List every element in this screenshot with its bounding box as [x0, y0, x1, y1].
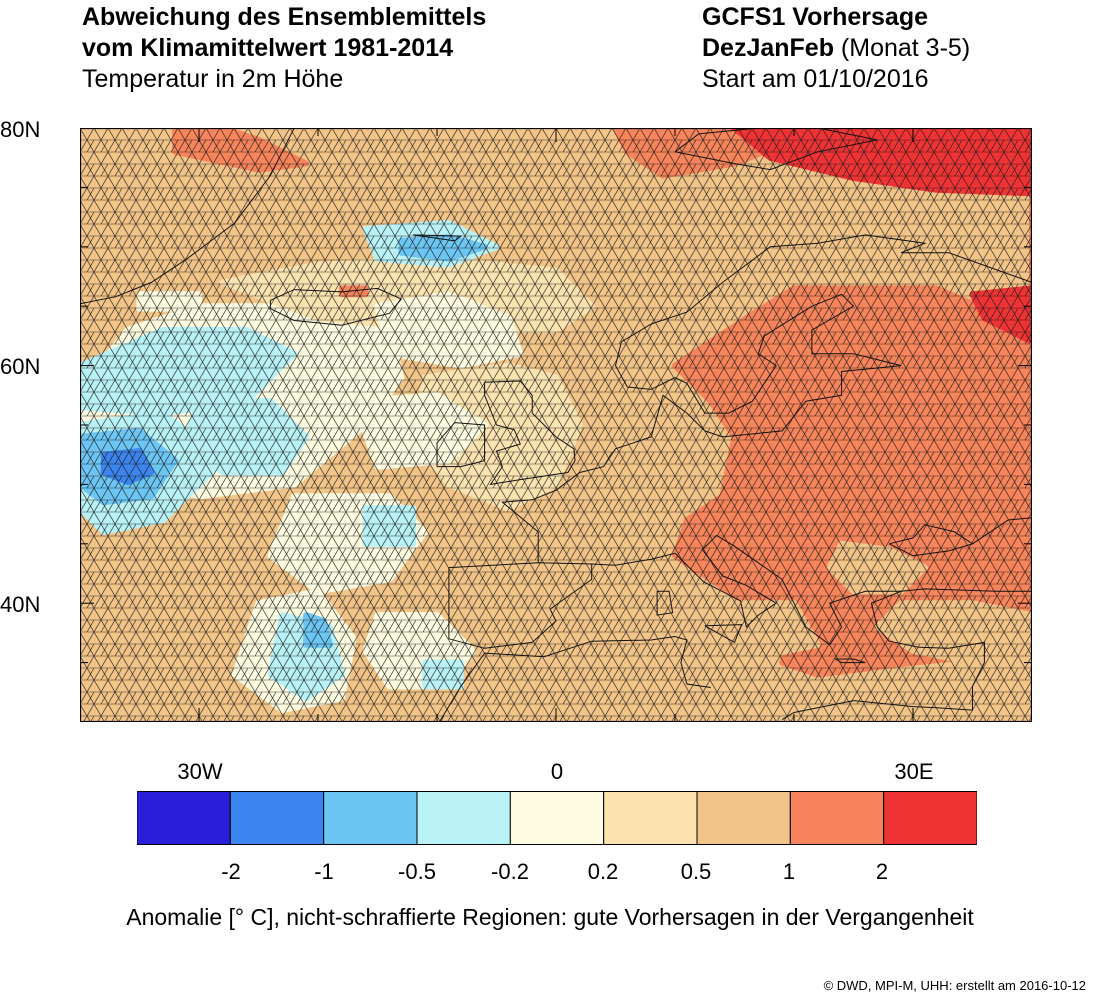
coastline — [888, 524, 974, 557]
colorbar-label: -1 — [314, 859, 334, 884]
coastline — [704, 624, 743, 644]
coastline — [484, 380, 576, 486]
forecast-start: Start am 01/10/2016 — [702, 65, 929, 93]
colorbar — [137, 791, 977, 845]
coastline — [438, 635, 711, 722]
forecast-title: GCFS1 Vorhersage — [702, 3, 929, 31]
forecast-season: DezJanFeb (Monat 3-5) — [702, 33, 970, 64]
colorbar-label: 0.2 — [587, 859, 619, 884]
colorbar-swatch — [137, 791, 231, 845]
colorbar-swatch — [323, 791, 418, 845]
title-right: GCFS1 Vorhersage DezJanFeb (Monat 3-5) S… — [702, 2, 970, 95]
coastline — [448, 562, 593, 649]
map-frame — [80, 128, 1032, 722]
lat-label-80n: 80N — [0, 117, 41, 142]
coastline — [501, 234, 1032, 563]
colorbar-label: -0.2 — [491, 859, 529, 884]
colorbar-swatch — [603, 791, 698, 845]
colorbar-label: 2 — [875, 859, 889, 884]
title-left: Abweichung des Ensemblemittels vom Klima… — [82, 2, 486, 95]
coastline — [269, 287, 403, 326]
coastline — [80, 128, 295, 305]
copyright-credit: © DWD, MPI-M, UHH: erstellt am 2016-10-1… — [823, 978, 1086, 993]
anomaly-map — [80, 128, 1032, 722]
axis-ticks — [80, 128, 1032, 722]
colorbar-swatch — [883, 791, 977, 845]
forecast-season-name: DezJanFeb — [702, 34, 834, 62]
title-line-1: Abweichung des Ensemblemittels — [82, 3, 487, 31]
hatching-overlay — [80, 128, 1032, 722]
coastline — [591, 534, 902, 646]
colorbar-caption: Anomalie [° C], nicht-schraffierte Regio… — [126, 904, 974, 930]
colorbar-swatch — [696, 791, 791, 845]
title-line-3: Temperatur in 2m Höhe — [82, 65, 344, 93]
lat-label-40n: 40N — [0, 592, 41, 617]
colorbar-swatch — [416, 791, 511, 845]
coastline — [413, 234, 463, 242]
coastlines — [80, 128, 1032, 722]
title-line-2: vom Klimamittelwert 1981-2014 — [82, 34, 454, 62]
lon-label-30w: 30W — [177, 759, 223, 784]
colorbar-swatch — [789, 791, 885, 845]
colorbar-label: -2 — [221, 859, 241, 884]
colorbar-swatch — [509, 791, 605, 845]
colorbar-label: 1 — [782, 859, 796, 884]
lon-label-30e: 30E — [894, 759, 934, 784]
coastline — [436, 422, 486, 468]
colorbar-label: -0.5 — [398, 859, 436, 884]
coastline — [833, 658, 866, 664]
colorbar-label: 0.5 — [680, 859, 712, 884]
lat-label-60n: 60N — [0, 354, 41, 379]
coastline — [674, 128, 878, 171]
colorbar-swatch — [229, 791, 325, 845]
coastline — [972, 517, 1032, 545]
lon-label-0: 0 — [550, 759, 564, 784]
coastline — [781, 588, 1032, 721]
coastline — [656, 590, 674, 616]
forecast-months: (Monat 3-5) — [833, 34, 971, 62]
